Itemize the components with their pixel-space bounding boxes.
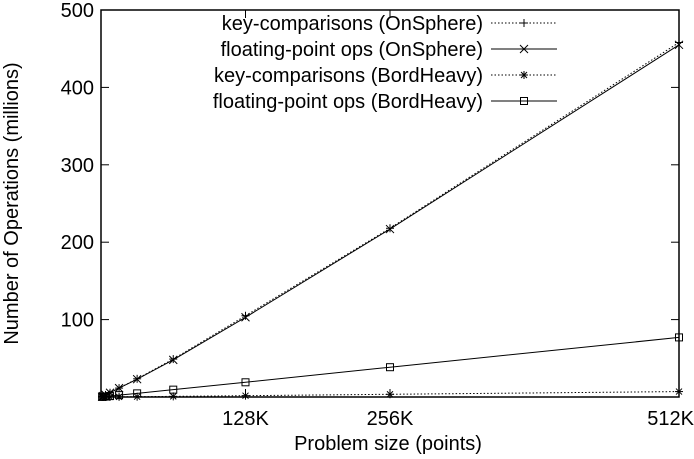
data-point xyxy=(241,378,250,387)
data-point xyxy=(114,383,124,393)
data-point xyxy=(386,363,394,372)
x-axis-title: Problem size (points) xyxy=(294,433,482,455)
legend-item: key-comparisons (OnSphere) xyxy=(222,13,557,35)
legend: key-comparisons (OnSphere) floating-point… xyxy=(213,13,557,113)
legend-item: key-comparisons (BordHeavy) xyxy=(214,65,557,87)
y-tick-label: 400 xyxy=(61,77,94,99)
legend-marker xyxy=(520,71,528,79)
legend-label: floating-point ops (BordHeavy) xyxy=(213,91,483,113)
x-tick-label: 256K xyxy=(367,408,414,430)
axis-ticks: 100 200 300 400 500 128K 256K 512K xyxy=(61,0,694,430)
data-point xyxy=(169,355,178,364)
y-axis-title: Number of Operations (millions) xyxy=(1,62,23,344)
data-point xyxy=(241,391,250,400)
legend-item: floating-point ops (BordHeavy) xyxy=(213,91,557,113)
legend-label: key-comparisons (BordHeavy) xyxy=(214,65,483,87)
data-point xyxy=(115,391,124,400)
data-point xyxy=(169,385,178,394)
x-tick-label: 512K xyxy=(647,408,694,430)
legend-marker xyxy=(520,97,528,105)
y-tick-label: 200 xyxy=(61,232,94,254)
data-point xyxy=(385,224,395,234)
y-tick-label: 100 xyxy=(61,310,94,332)
y-tick-label: 300 xyxy=(61,155,94,177)
data-point xyxy=(106,392,115,401)
legend-marker xyxy=(520,19,528,27)
data-point xyxy=(386,224,394,233)
legend-label: key-comparisons (OnSphere) xyxy=(222,13,483,35)
legend-item: floating-point ops (OnSphere) xyxy=(221,39,557,61)
legend-label: floating-point ops (OnSphere) xyxy=(221,39,483,61)
data-point xyxy=(241,312,250,322)
data-point xyxy=(168,355,178,365)
y-tick-label: 500 xyxy=(61,0,94,22)
legend-marker xyxy=(519,44,529,54)
plot-frame xyxy=(100,9,680,398)
data-point xyxy=(132,374,142,384)
x-tick-label: 128K xyxy=(222,408,269,430)
